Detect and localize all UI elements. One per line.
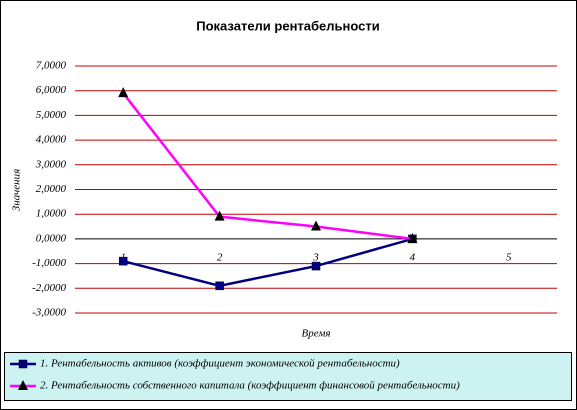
y-tick-label: 6,0000 bbox=[36, 84, 67, 96]
point bbox=[311, 220, 321, 231]
point bbox=[407, 232, 418, 243]
series-line bbox=[122, 92, 413, 241]
point bbox=[311, 261, 321, 271]
x-tick-label: 3 bbox=[312, 251, 319, 263]
point bbox=[18, 380, 28, 390]
chart-title: Показатели рентабельности bbox=[196, 18, 380, 33]
point bbox=[118, 256, 128, 266]
legend-label: 1. Рентабельность активов (коэффициент э… bbox=[40, 358, 400, 370]
y-tick-label: -3,0000 bbox=[32, 307, 66, 319]
point bbox=[18, 359, 28, 369]
y-tick-label: -2,0000 bbox=[32, 282, 66, 294]
y-tick-label: 2,0000 bbox=[36, 183, 67, 195]
y-tick-label: 5,0000 bbox=[36, 109, 67, 121]
point bbox=[215, 281, 224, 291]
x-tick-label: 4 bbox=[410, 251, 416, 263]
y-axis-title: Значения bbox=[11, 169, 23, 211]
legend-label: 2. Рентабельность собственного капитала … bbox=[40, 380, 460, 392]
x-tick-label: 5 bbox=[506, 251, 512, 263]
point bbox=[214, 210, 225, 221]
point bbox=[118, 87, 129, 98]
y-tick-label: 4,0000 bbox=[36, 134, 67, 146]
y-tick-label: 3,0000 bbox=[35, 158, 67, 170]
y-tick-label: -1,0000 bbox=[32, 257, 66, 269]
y-tick-label: 1,0000 bbox=[36, 208, 67, 220]
x-axis-title: Время bbox=[302, 328, 331, 340]
y-tick-label: 7,0000 bbox=[36, 60, 67, 72]
series-line bbox=[122, 237, 413, 288]
legend bbox=[4, 352, 572, 401]
y-tick-label: 0,0000 bbox=[36, 232, 67, 244]
x-tick-label: 2 bbox=[217, 251, 223, 263]
